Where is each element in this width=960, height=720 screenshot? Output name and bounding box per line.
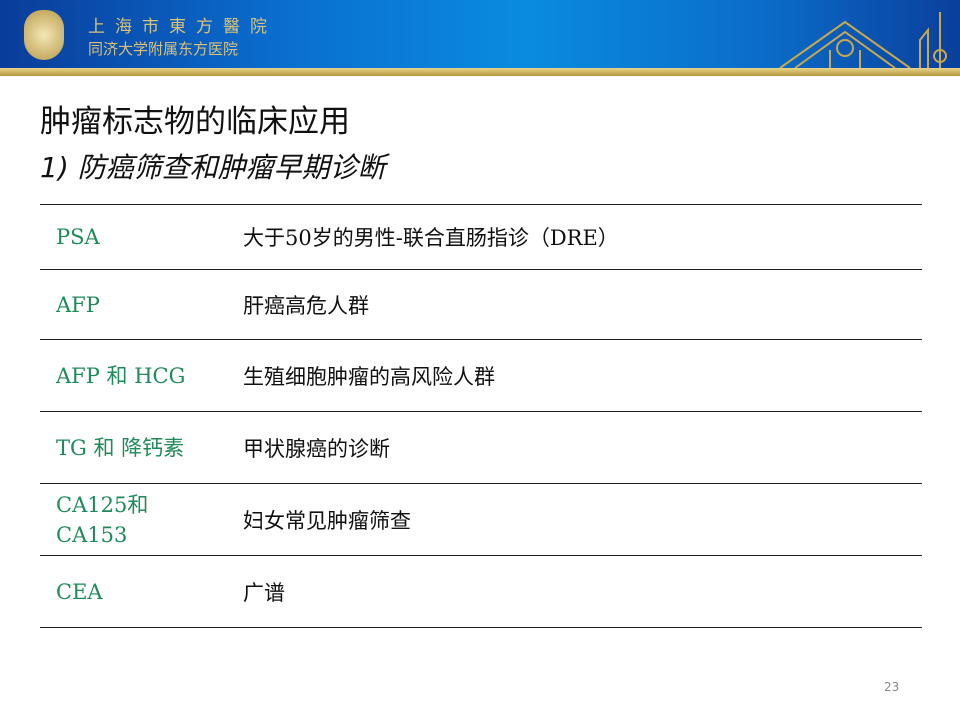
use-cell: 大于50岁的男性-联合直肠指诊（DRE） [227,204,922,270]
use-cell: 生殖细胞肿瘤的高风险人群 [227,339,922,412]
page-number: 23 [884,680,900,694]
marker-cell: TG 和 降钙素 [40,411,227,484]
skyline-icon [779,12,948,68]
table-row: AFP 肝癌高危人群 [40,269,922,340]
marker-cell: CA125和 CA153 [40,483,227,556]
table-row: CA125和 CA153 妇女常见肿瘤筛查 [40,483,922,556]
slide-title: 肿瘤标志物的临床应用 [40,104,350,140]
use-cell: 肝癌高危人群 [227,269,922,340]
marker-cell: PSA [40,204,227,270]
gold-divider [0,68,960,76]
hospital-logo-icon [24,10,64,60]
marker-cell: AFP [40,269,227,340]
marker-cell: AFP 和 HCG [40,339,227,412]
use-cell: 甲状腺癌的诊断 [227,411,922,484]
use-cell: 妇女常见肿瘤筛查 [227,483,922,556]
use-cell: 广谱 [227,555,922,628]
table-row: CEA 广谱 [40,555,922,628]
header-banner [0,0,960,68]
table-row: TG 和 降钙素 甲状腺癌的诊断 [40,411,922,484]
hospital-name: 上海市東方醫院 [88,17,277,37]
hospital-affiliation: 同济大学附属东方医院 [88,40,239,58]
marker-cell: CEA [40,555,227,628]
slide-subtitle: 1) 防癌筛查和肿瘤早期诊断 [40,151,386,184]
table-row: AFP 和 HCG 生殖细胞肿瘤的高风险人群 [40,339,922,412]
table-row: PSA 大于50岁的男性-联合直肠指诊（DRE） [40,204,922,270]
marker-table: PSA 大于50岁的男性-联合直肠指诊（DRE） AFP 肝癌高危人群 AFP 和 … [40,204,922,628]
